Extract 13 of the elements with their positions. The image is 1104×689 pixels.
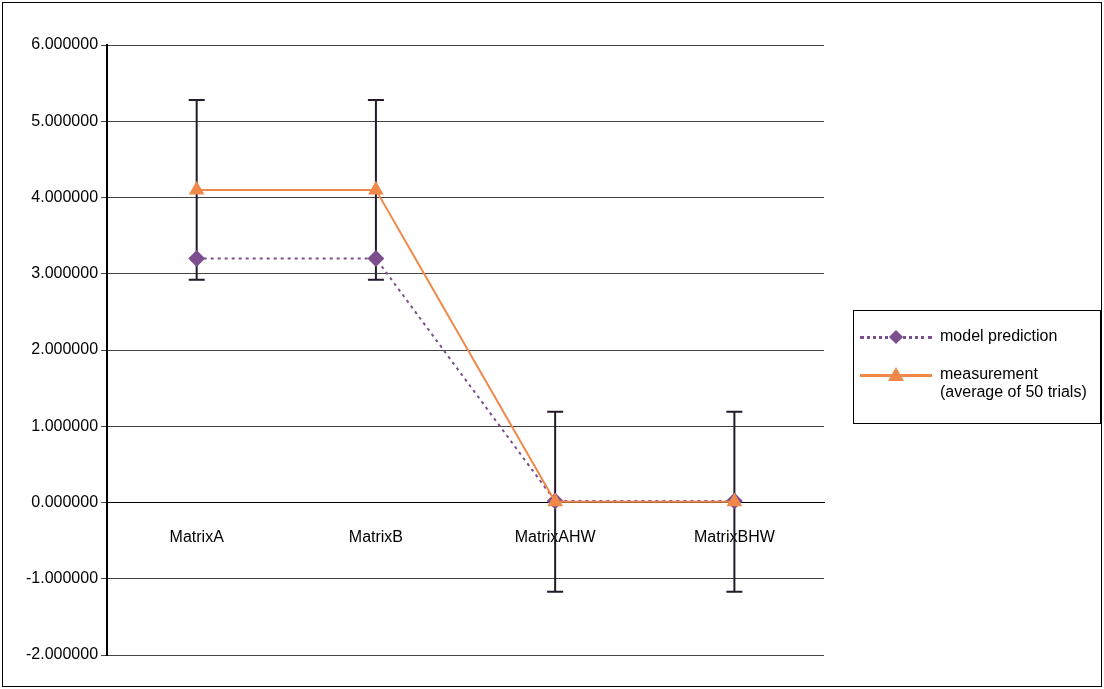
y-tick-label: 4.000000 <box>31 187 99 205</box>
y-tick-label: 1.000000 <box>31 416 99 434</box>
y-tick-label: 0.000000 <box>31 492 99 510</box>
x-tick-label: MatrixA <box>169 527 225 545</box>
y-tick-label: 6.000000 <box>31 35 99 53</box>
y-tick-label: 2.000000 <box>31 340 99 358</box>
y-tick-label: -2.000000 <box>26 645 99 663</box>
y-tick-label: 3.000000 <box>31 264 99 282</box>
x-tick-label: MatrixB <box>348 527 404 545</box>
legend-label: measurement (average of 50 trials) <box>940 365 1088 401</box>
y-tick-label: -1.000000 <box>26 569 99 587</box>
y-tick-label: 5.000000 <box>31 111 99 129</box>
legend-label: model prediction <box>940 327 1058 345</box>
